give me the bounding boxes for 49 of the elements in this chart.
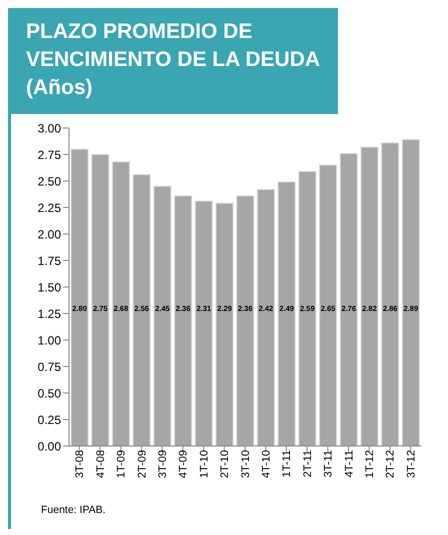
x-tick-label: 1T-10	[198, 450, 210, 478]
y-tick-label: 0.50	[38, 386, 62, 400]
source-note: Fuente: IPAB.	[41, 504, 106, 516]
x-tick-label: 2T-11	[302, 450, 314, 478]
bar	[132, 174, 151, 446]
y-tick-label: 1.50	[38, 280, 62, 294]
y-tick-label: 1.00	[38, 333, 62, 348]
y-tick-label: 2.25	[38, 200, 62, 215]
bar	[153, 186, 172, 446]
x-tick-label: 3T-11	[322, 450, 335, 478]
x-tick-label: 2T-09	[136, 450, 148, 478]
chart-title: PLAZO PROMEDIO DE VENCIMIENTO DE LA DEUDA (Años)	[8, 8, 338, 114]
x-tick-label: 2T-10	[219, 450, 232, 478]
bar	[340, 152, 358, 446]
bar	[360, 146, 378, 446]
bar	[381, 142, 400, 446]
y-tick-label: 1.75	[38, 254, 62, 268]
y-tick-label: 0.25	[38, 412, 62, 427]
x-tick-label: 3T-10	[240, 450, 252, 478]
y-tick-label: 2.75	[38, 148, 62, 162]
bar	[91, 154, 110, 446]
x-tick-label: 3T-12	[405, 450, 418, 478]
x-tick-label: 4T-10	[260, 450, 273, 478]
x-tick-label: 2T-12	[384, 450, 397, 478]
bar	[236, 195, 254, 446]
x-tick-label: 3T-09	[156, 450, 169, 478]
x-tick-label: 4T-11	[343, 450, 356, 478]
y-tick-label: 2.50	[38, 174, 62, 188]
x-tick-label: 4T-08	[94, 450, 107, 478]
bar	[216, 202, 234, 446]
y-tick-label: 1.25	[38, 306, 62, 321]
bar	[278, 182, 296, 446]
y-tick-label: 0.00	[38, 439, 62, 454]
bar	[402, 139, 420, 446]
x-tick-label: 3T-08	[74, 450, 86, 478]
x-tick-label: 1T-12	[364, 450, 376, 478]
bar	[112, 161, 130, 446]
bar	[174, 195, 192, 446]
bar	[70, 148, 89, 446]
bar	[298, 170, 316, 446]
bar	[194, 200, 213, 446]
y-tick-label: 3.00	[38, 121, 62, 136]
bar	[256, 188, 275, 446]
x-tick-label: 1T-11	[281, 450, 294, 478]
y-tick-label: 2.00	[38, 227, 62, 242]
x-tick-label: 4T-09	[178, 450, 190, 478]
bar	[319, 164, 338, 446]
y-tick-label: 0.75	[38, 360, 62, 374]
x-tick-label: 1T-09	[116, 450, 128, 478]
